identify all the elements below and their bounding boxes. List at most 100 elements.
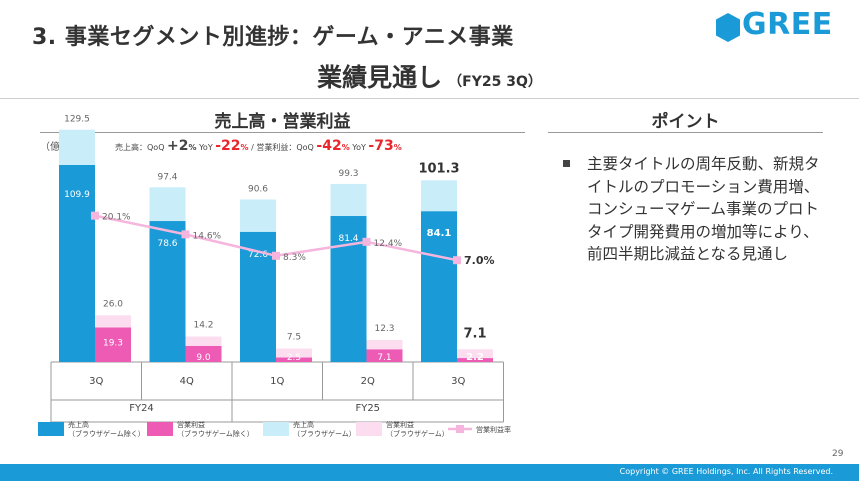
chart-panel-divider: [40, 132, 525, 133]
growth-summary: 売上高：QoQ +2% YoY -22% / 営業利益：QoQ -42% YoY…: [115, 138, 402, 154]
op-total-label: 7.5: [287, 333, 301, 343]
op-total-label: 12.3: [374, 324, 394, 334]
category-label: 3Q: [451, 376, 465, 387]
legend-sublabel: （ブラウザゲーム除く）: [68, 429, 145, 438]
gree-logo-icon: [716, 13, 740, 42]
op-bar: [276, 357, 312, 362]
chart-panel-heading: 売上高・営業利益: [214, 112, 351, 132]
legend-label: 売上高: [293, 420, 314, 429]
sales-qoq-pct: %: [188, 143, 197, 152]
legend-swatch: [147, 422, 173, 436]
op-inner-label: 2.5: [287, 353, 301, 363]
legend-swatch: [38, 422, 64, 436]
op-qoq-value: -42: [316, 138, 342, 154]
sales-yoy-label: YoY: [199, 143, 213, 152]
sales-yoy-value: -22: [215, 138, 241, 154]
legend-line-marker: [456, 425, 464, 433]
copyright-text: Copyright © GREE Holdings, Inc. All Righ…: [619, 467, 833, 476]
margin-point: [91, 211, 99, 220]
sales-browser-bar: [240, 199, 276, 232]
footer-bar: [0, 464, 859, 481]
sales-total-label: 97.4: [157, 172, 177, 182]
header-divider: [0, 98, 859, 99]
sales-yoy-pct: %: [240, 143, 249, 152]
legend-sublabel: （ブラウザゲーム）: [386, 429, 449, 438]
sales-bar: [330, 216, 367, 362]
legend-label: 売上高: [68, 420, 89, 429]
sales-qoq-value: +2: [167, 138, 189, 154]
sales-bar: [149, 221, 186, 362]
op-yoy-label: YoY: [352, 143, 366, 152]
op-qoq-pct: %: [341, 143, 350, 152]
sales-bar: [59, 164, 95, 362]
category-label: 3Q: [89, 376, 103, 387]
sales-qoq-label: QoQ: [147, 143, 165, 152]
bullet-icon: [563, 160, 570, 167]
sales-browser-bar: [330, 183, 367, 217]
op-browser-bar: [185, 336, 222, 346]
op-browser-bar: [95, 315, 131, 328]
legend-swatch: [263, 422, 289, 436]
op-bar: [95, 327, 131, 362]
op-inner-label: 7.1: [377, 353, 391, 363]
op-bar: [185, 345, 222, 362]
sales-browser-bar: [59, 129, 95, 165]
margin-point: [181, 230, 190, 239]
sales-bar: [421, 211, 457, 362]
op-total-label: 7.1: [463, 326, 486, 341]
op-total-label: 26.0: [103, 299, 123, 309]
op-browser-bar: [276, 348, 312, 358]
op-inner-label: 9.0: [196, 353, 211, 363]
op-inner-label: 19.3: [103, 338, 123, 348]
op-total-label: 14.2: [193, 321, 213, 331]
page-title: 3. 事業セグメント別進捗：ゲーム・アニメ事業: [32, 25, 514, 50]
page-number: 29: [832, 449, 844, 459]
category-label: 1Q: [270, 376, 284, 387]
subtitle-row: 業績見通し （FY25 3Q）: [0, 58, 859, 94]
sales-browser-bar: [421, 180, 457, 212]
legend-sublabel: （ブラウザゲーム除く）: [177, 429, 254, 438]
margin-label: 8.3%: [283, 253, 306, 263]
subtitle-period: （FY25 3Q）: [448, 74, 542, 90]
margin-label: 12.4%: [374, 239, 403, 249]
margin-label: 14.6%: [193, 231, 222, 241]
op-yoy-pct: %: [393, 143, 402, 152]
op-browser-bar: [366, 339, 403, 350]
points-panel-heading: ポイント: [651, 112, 720, 132]
point-text: 主要タイトルの周年反動、新規タイトルのプロモーション費用増、コンシューマゲーム事…: [587, 155, 820, 263]
margin-point: [453, 256, 461, 265]
op-label: 営業利益：: [256, 143, 297, 152]
margin-point: [362, 237, 371, 246]
op-browser-bar: [457, 349, 493, 359]
op-yoy-value: -73: [368, 138, 394, 154]
margin-label: 20.1%: [102, 213, 131, 223]
sales-inner-label: 81.4: [338, 234, 358, 244]
sales-browser-bar: [149, 187, 186, 222]
logo-text: GREE: [742, 7, 833, 42]
page-subtitle: 業績見通し: [317, 63, 443, 92]
points-panel-divider: [548, 132, 823, 133]
op-bar: [366, 349, 403, 362]
group-label: FY25: [355, 403, 380, 414]
op-inner-label: 2.2: [466, 352, 484, 363]
legend-label: 営業利益: [386, 420, 414, 429]
category-label: 2Q: [361, 376, 375, 387]
sales-inner-label: 84.1: [427, 228, 452, 239]
sales-total-label: 101.3: [418, 161, 459, 176]
sales-total-label: 99.3: [338, 169, 358, 179]
sales-label: 売上高：: [115, 143, 147, 152]
legend-label: 営業利益率: [476, 425, 511, 434]
margin-label: 7.0%: [464, 254, 495, 267]
op-bar: [457, 358, 493, 362]
margin-point: [272, 251, 280, 260]
legend-label: 営業利益: [177, 420, 205, 429]
op-qoq-label: QoQ: [296, 143, 314, 152]
sales-inner-label: 109.9: [64, 190, 90, 200]
sales-total-label: 90.6: [248, 185, 268, 195]
sales-inner-label: 78.6: [157, 239, 177, 249]
legend-sublabel: （ブラウザゲーム）: [293, 429, 356, 438]
legend-swatch: [356, 422, 382, 436]
sales-total-label: 129.5: [64, 115, 90, 125]
category-label: 4Q: [180, 376, 194, 387]
